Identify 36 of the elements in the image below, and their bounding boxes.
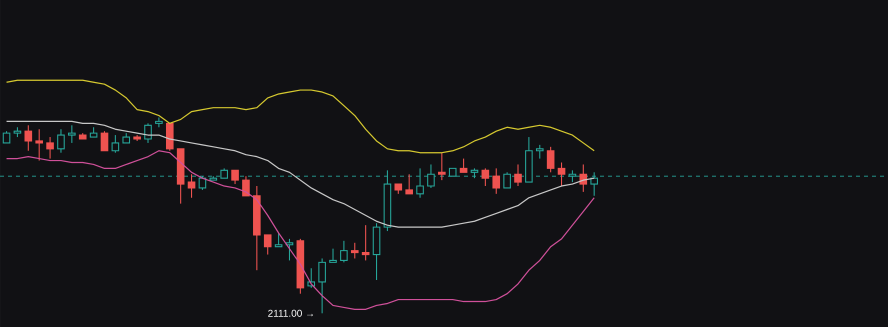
candlestick (558, 162, 566, 187)
candlestick (329, 248, 337, 263)
candlestick (514, 164, 522, 187)
candlestick (2, 130, 10, 144)
candlestick (274, 232, 282, 248)
candlestick (340, 240, 348, 263)
candlestick (394, 184, 402, 194)
candlestick (318, 258, 326, 314)
candlestick (460, 158, 468, 173)
candlestick (46, 136, 54, 160)
candlestick (286, 238, 294, 261)
candlestick (362, 224, 370, 261)
candlestick (492, 168, 500, 194)
candlestick (405, 174, 413, 194)
candlestick (438, 152, 446, 181)
candlestick (536, 144, 544, 160)
candlestick (188, 174, 196, 198)
candlestick (231, 170, 239, 185)
candlestick (155, 116, 163, 128)
candlestick (122, 132, 130, 144)
annotation: 2111.00 → (268, 310, 314, 317)
candlestick (24, 124, 32, 152)
candlestick (580, 164, 588, 192)
candlestick (14, 126, 22, 138)
candlestick (144, 122, 152, 144)
candlestick (68, 124, 76, 144)
candlestick (112, 134, 120, 154)
candlestick (482, 168, 490, 187)
candlestick (90, 126, 98, 138)
candlestick (57, 128, 65, 154)
candlestick (546, 146, 554, 173)
candlestick (100, 130, 108, 152)
candlestick (35, 128, 43, 162)
candlestick (264, 234, 272, 256)
candlestick (242, 176, 250, 196)
candlestick (350, 242, 359, 259)
